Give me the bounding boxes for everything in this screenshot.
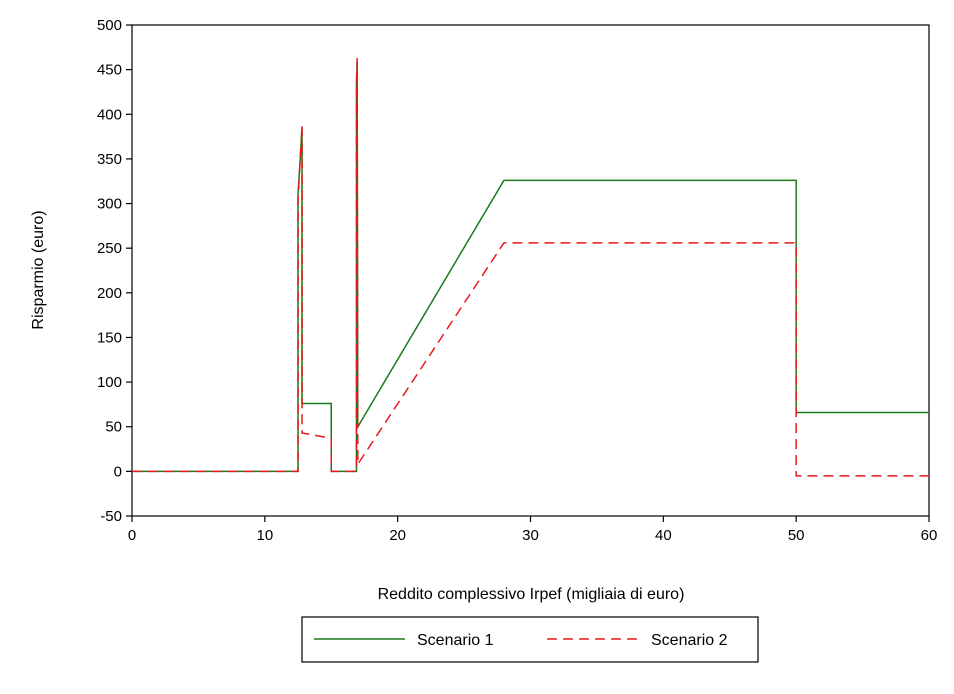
y-tick-label: 200: [97, 285, 122, 302]
y-tick-label: 250: [97, 240, 122, 257]
y-tick-label: 450: [97, 62, 122, 79]
series-layer: [132, 58, 929, 477]
plot-frame: [131, 24, 930, 517]
y-tick-label: 50: [105, 419, 122, 436]
legend-label-scenario-1: Scenario 1: [417, 632, 494, 649]
legend: Scenario 1 Scenario 2: [301, 616, 759, 663]
series-line-scenario-1: [132, 60, 929, 473]
y-tick-label: 350: [97, 151, 122, 168]
x-tick-label: 60: [921, 527, 938, 544]
x-tick-label: 50: [788, 527, 805, 544]
x-tick-label: 0: [128, 527, 136, 544]
y-tick-label: 400: [97, 106, 122, 123]
x-tick-label: 20: [389, 527, 406, 544]
legend-label-scenario-2: Scenario 2: [651, 632, 728, 649]
x-tick-label: 10: [256, 527, 273, 544]
x-axis-title: Reddito complessivo Irpef (migliaia di e…: [378, 586, 685, 603]
x-tick-label: 40: [655, 527, 672, 544]
y-tick-label: 150: [97, 329, 122, 346]
y-axis-title: Risparmio (euro): [30, 210, 47, 329]
y-tick-label: -50: [100, 508, 122, 525]
y-tick-label: 0: [114, 463, 122, 480]
y-tick-label: 500: [97, 17, 122, 34]
y-tick-label: 300: [97, 196, 122, 213]
y-axis: -50 0 50 100 150 200 250 300 350 400 450 500: [97, 17, 132, 525]
x-tick-label: 30: [522, 527, 539, 544]
y-tick-label: 100: [97, 374, 122, 391]
x-axis: 0 10 20 30 40 50 60: [128, 516, 938, 544]
